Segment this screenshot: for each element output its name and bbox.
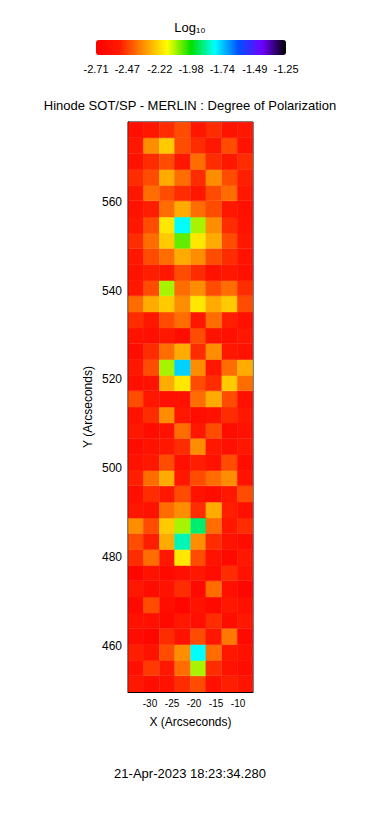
- svg-text:-1.25: -1.25: [273, 63, 298, 75]
- svg-text:Y (Arcseconds): Y (Arcseconds): [81, 366, 95, 448]
- svg-text:-2.71: -2.71: [83, 63, 108, 75]
- svg-text:500: 500: [102, 461, 122, 475]
- svg-text:-2.47: -2.47: [115, 63, 140, 75]
- svg-text:460: 460: [102, 639, 122, 653]
- svg-text:X (Arcseconds): X (Arcseconds): [149, 715, 231, 729]
- svg-text:21-Apr-2023 18:23:34.280: 21-Apr-2023 18:23:34.280: [114, 766, 266, 781]
- svg-text:520: 520: [102, 372, 122, 386]
- svg-text:-25: -25: [165, 698, 180, 709]
- svg-text:Log₁₀: Log₁₀: [174, 20, 205, 35]
- svg-text:-10: -10: [231, 698, 246, 709]
- svg-text:Hinode SOT/SP - MERLIN : Degre: Hinode SOT/SP - MERLIN : Degree of Polar…: [44, 98, 336, 113]
- svg-text:-15: -15: [209, 698, 224, 709]
- svg-text:560: 560: [102, 195, 122, 209]
- svg-text:540: 540: [102, 284, 122, 298]
- svg-text:-2.22: -2.22: [147, 63, 172, 75]
- svg-text:-1.74: -1.74: [210, 63, 235, 75]
- svg-text:-20: -20: [187, 698, 202, 709]
- svg-text:-1.49: -1.49: [242, 63, 267, 75]
- svg-text:480: 480: [102, 550, 122, 564]
- svg-text:-1.98: -1.98: [178, 63, 203, 75]
- svg-text:-30: -30: [143, 698, 158, 709]
